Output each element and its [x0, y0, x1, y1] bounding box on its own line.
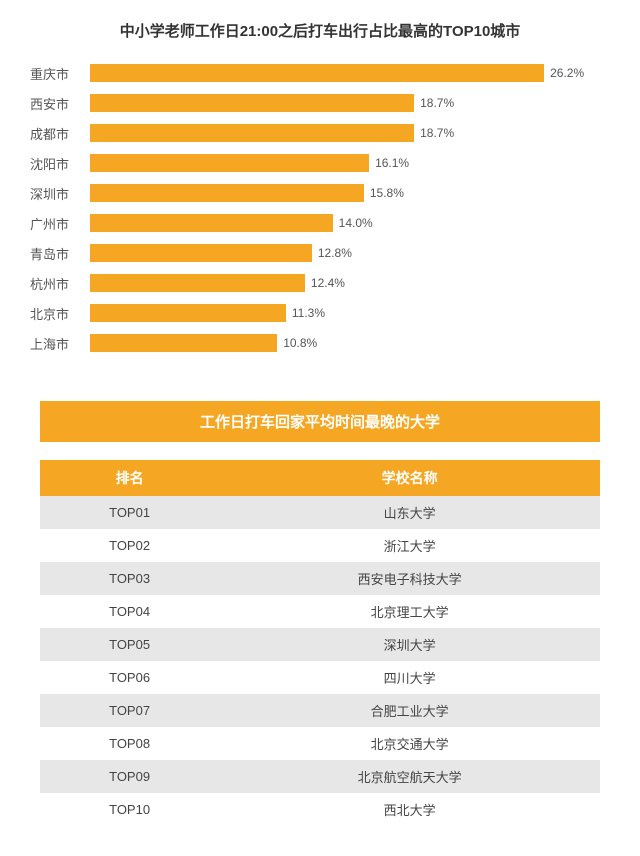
bar-row: 杭州市 12.4% — [30, 271, 610, 295]
bar-fill — [90, 124, 414, 142]
cell-name: 四川大学 — [219, 661, 600, 694]
bar-value: 18.7% — [420, 96, 454, 110]
bar-fill — [90, 154, 369, 172]
cell-name: 浙江大学 — [219, 529, 600, 562]
bar-fill — [90, 94, 414, 112]
bar-track: 26.2% — [90, 64, 610, 82]
bar-label: 广州市 — [30, 214, 90, 233]
table-row: TOP07合肥工业大学 — [40, 694, 600, 727]
bar-value: 14.0% — [339, 216, 373, 230]
bar-track: 14.0% — [90, 214, 610, 232]
university-table: 排名 学校名称 TOP01山东大学TOP02浙江大学TOP03西安电子科技大学T… — [40, 460, 600, 826]
chart-title: 中小学老师工作日21:00之后打车出行占比最高的TOP10城市 — [30, 20, 610, 41]
bar-row: 广州市 14.0% — [30, 211, 610, 235]
cell-name: 北京交通大学 — [219, 727, 600, 760]
bar-chart-section: 中小学老师工作日21:00之后打车出行占比最高的TOP10城市 重庆市 26.2%… — [0, 0, 640, 391]
bar-label: 青岛市 — [30, 244, 90, 263]
table-row: TOP08北京交通大学 — [40, 727, 600, 760]
cell-name: 合肥工业大学 — [219, 694, 600, 727]
bar-label: 重庆市 — [30, 64, 90, 83]
cell-rank: TOP10 — [40, 793, 219, 826]
bar-row: 重庆市 26.2% — [30, 61, 610, 85]
bar-value: 15.8% — [370, 186, 404, 200]
bar-fill — [90, 304, 286, 322]
bar-value: 26.2% — [550, 66, 584, 80]
bar-fill — [90, 214, 333, 232]
bar-label: 沈阳市 — [30, 154, 90, 173]
col-header-name: 学校名称 — [219, 460, 600, 496]
table-row: TOP05深圳大学 — [40, 628, 600, 661]
table-body: TOP01山东大学TOP02浙江大学TOP03西安电子科技大学TOP04北京理工… — [40, 496, 600, 826]
table-row: TOP09北京航空航天大学 — [40, 760, 600, 793]
bar-track: 18.7% — [90, 94, 610, 112]
table-section: 工作日打车回家平均时间最晚的大学 排名 学校名称 TOP01山东大学TOP02浙… — [0, 391, 640, 856]
cell-rank: TOP07 — [40, 694, 219, 727]
table-row: TOP01山东大学 — [40, 496, 600, 529]
bar-label: 西安市 — [30, 94, 90, 113]
bar-track: 16.1% — [90, 154, 610, 172]
bar-track: 15.8% — [90, 184, 610, 202]
bar-value: 18.7% — [420, 126, 454, 140]
cell-rank: TOP03 — [40, 562, 219, 595]
cell-rank: TOP05 — [40, 628, 219, 661]
cell-name: 西北大学 — [219, 793, 600, 826]
bar-row: 青岛市 12.8% — [30, 241, 610, 265]
bar-value: 12.8% — [318, 246, 352, 260]
bar-label: 北京市 — [30, 304, 90, 323]
bar-label: 深圳市 — [30, 184, 90, 203]
bar-chart-body: 重庆市 26.2% 西安市 18.7% 成都市 18.7% 沈阳市 16.1% 深圳市 15.8%… — [30, 61, 610, 355]
cell-name: 北京理工大学 — [219, 595, 600, 628]
cell-rank: TOP06 — [40, 661, 219, 694]
col-header-rank: 排名 — [40, 460, 219, 496]
bar-track: 12.8% — [90, 244, 610, 262]
table-header-row: 排名 学校名称 — [40, 460, 600, 496]
bar-fill — [90, 274, 305, 292]
bar-fill — [90, 334, 277, 352]
bar-label: 成都市 — [30, 124, 90, 143]
cell-rank: TOP01 — [40, 496, 219, 529]
bar-row: 深圳市 15.8% — [30, 181, 610, 205]
bar-track: 18.7% — [90, 124, 610, 142]
table-row: TOP04北京理工大学 — [40, 595, 600, 628]
bar-row: 西安市 18.7% — [30, 91, 610, 115]
bar-label: 上海市 — [30, 334, 90, 353]
bar-fill — [90, 64, 544, 82]
bar-track: 11.3% — [90, 304, 610, 322]
bar-row: 成都市 18.7% — [30, 121, 610, 145]
cell-rank: TOP02 — [40, 529, 219, 562]
bar-fill — [90, 244, 312, 262]
cell-name: 西安电子科技大学 — [219, 562, 600, 595]
bar-row: 沈阳市 16.1% — [30, 151, 610, 175]
cell-rank: TOP09 — [40, 760, 219, 793]
bar-value: 16.1% — [375, 156, 409, 170]
cell-name: 山东大学 — [219, 496, 600, 529]
table-title: 工作日打车回家平均时间最晚的大学 — [40, 401, 600, 442]
table-row: TOP06四川大学 — [40, 661, 600, 694]
bar-track: 12.4% — [90, 274, 610, 292]
table-row: TOP10西北大学 — [40, 793, 600, 826]
bar-row: 北京市 11.3% — [30, 301, 610, 325]
bar-value: 12.4% — [311, 276, 345, 290]
bar-track: 10.8% — [90, 334, 610, 352]
cell-name: 北京航空航天大学 — [219, 760, 600, 793]
cell-name: 深圳大学 — [219, 628, 600, 661]
table-row: TOP02浙江大学 — [40, 529, 600, 562]
bar-value: 10.8% — [283, 336, 317, 350]
table-row: TOP03西安电子科技大学 — [40, 562, 600, 595]
bar-row: 上海市 10.8% — [30, 331, 610, 355]
cell-rank: TOP08 — [40, 727, 219, 760]
bar-value: 11.3% — [292, 306, 325, 320]
cell-rank: TOP04 — [40, 595, 219, 628]
bar-fill — [90, 184, 364, 202]
bar-label: 杭州市 — [30, 274, 90, 293]
